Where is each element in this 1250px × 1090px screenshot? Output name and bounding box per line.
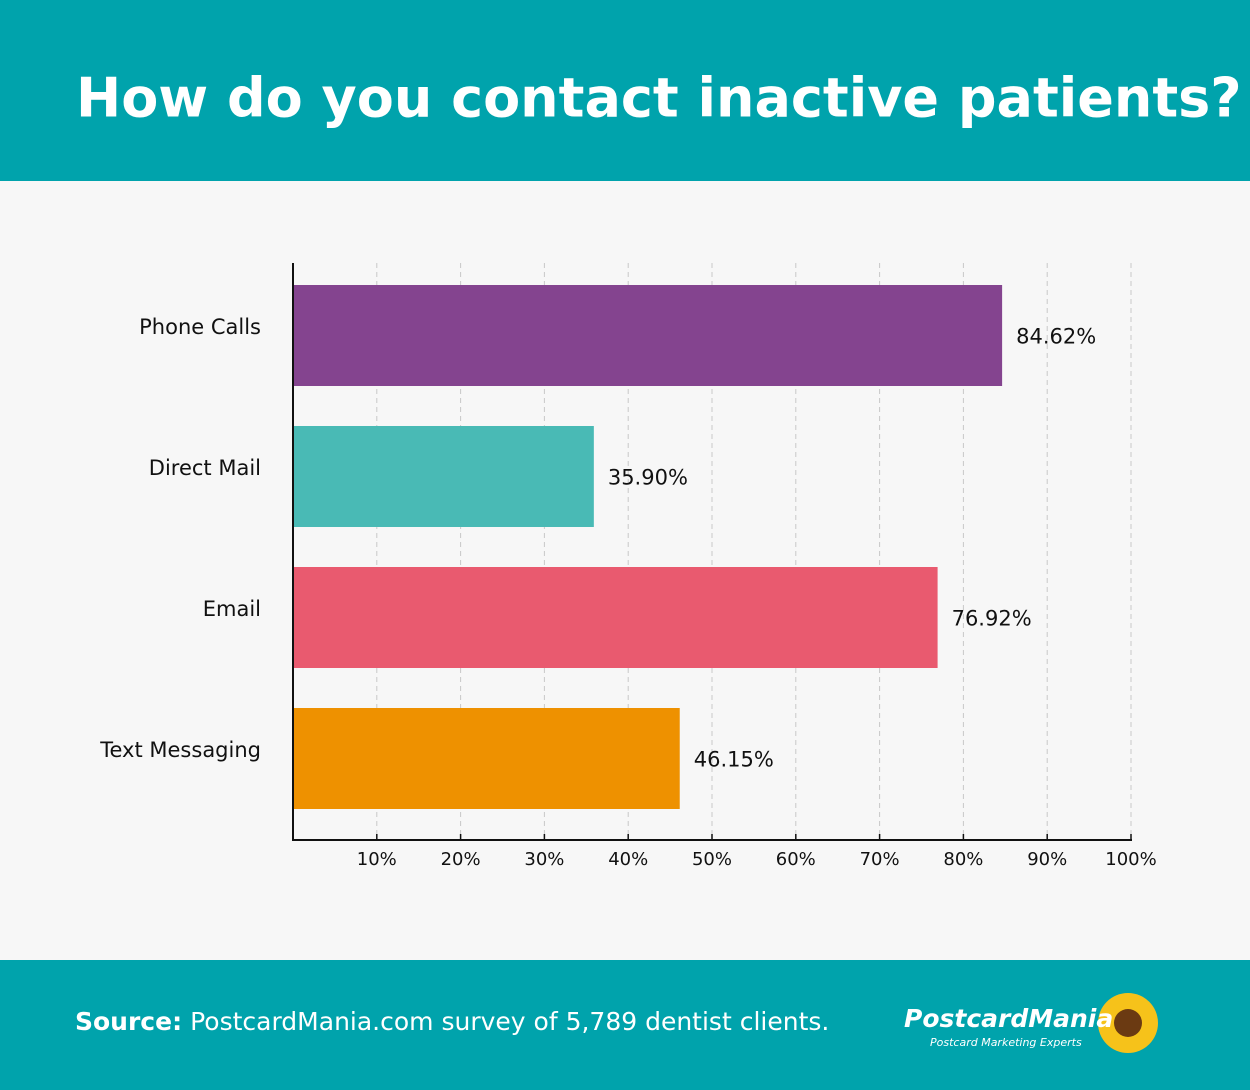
x-tick-label: 10% bbox=[357, 849, 397, 870]
x-tick-label: 30% bbox=[524, 849, 564, 870]
source-text: PostcardMania.com survey of 5,789 dentis… bbox=[190, 1007, 829, 1036]
category-label: Email bbox=[203, 597, 261, 621]
value-label: 84.62% bbox=[1016, 325, 1096, 349]
x-tick-label: 50% bbox=[692, 849, 732, 870]
category-label: Text Messaging bbox=[99, 738, 261, 762]
chart-title: How do you contact inactive patients? bbox=[76, 67, 1242, 130]
x-tick-label: 20% bbox=[441, 849, 481, 870]
sunflower bbox=[1098, 993, 1158, 1053]
category-label: Phone Calls bbox=[139, 315, 261, 339]
plot: 10% 20% 30% 40% 50% 60% 70% 80% 90% 100% 84.62% Pho… bbox=[99, 263, 1157, 870]
header-band bbox=[0, 0, 1250, 181]
logo: PostcardMania bbox=[904, 1004, 1113, 1033]
x-tick-label: 100% bbox=[1105, 849, 1156, 870]
bar bbox=[293, 708, 680, 809]
tagline: Postcard Marketing Experts bbox=[930, 1036, 1082, 1049]
source-label: Source: bbox=[75, 1007, 182, 1036]
source: Source: PostcardMania.com survey of 5,789… bbox=[75, 1007, 829, 1036]
x-tick-label: 40% bbox=[608, 849, 648, 870]
x-tick-label: 60% bbox=[776, 849, 816, 870]
x-tick-label: 90% bbox=[1027, 849, 1067, 870]
value-label: 46.15% bbox=[694, 748, 774, 772]
category-label: Direct Mail bbox=[149, 456, 261, 480]
footer-band bbox=[0, 960, 1250, 1090]
value-label: 76.92% bbox=[952, 607, 1032, 631]
x-tick-label: 70% bbox=[860, 849, 900, 870]
bar bbox=[293, 285, 1003, 386]
value-label: 35.90% bbox=[608, 466, 688, 490]
x-tick-label: 80% bbox=[943, 849, 983, 870]
bar bbox=[293, 567, 938, 668]
bar bbox=[293, 426, 594, 527]
